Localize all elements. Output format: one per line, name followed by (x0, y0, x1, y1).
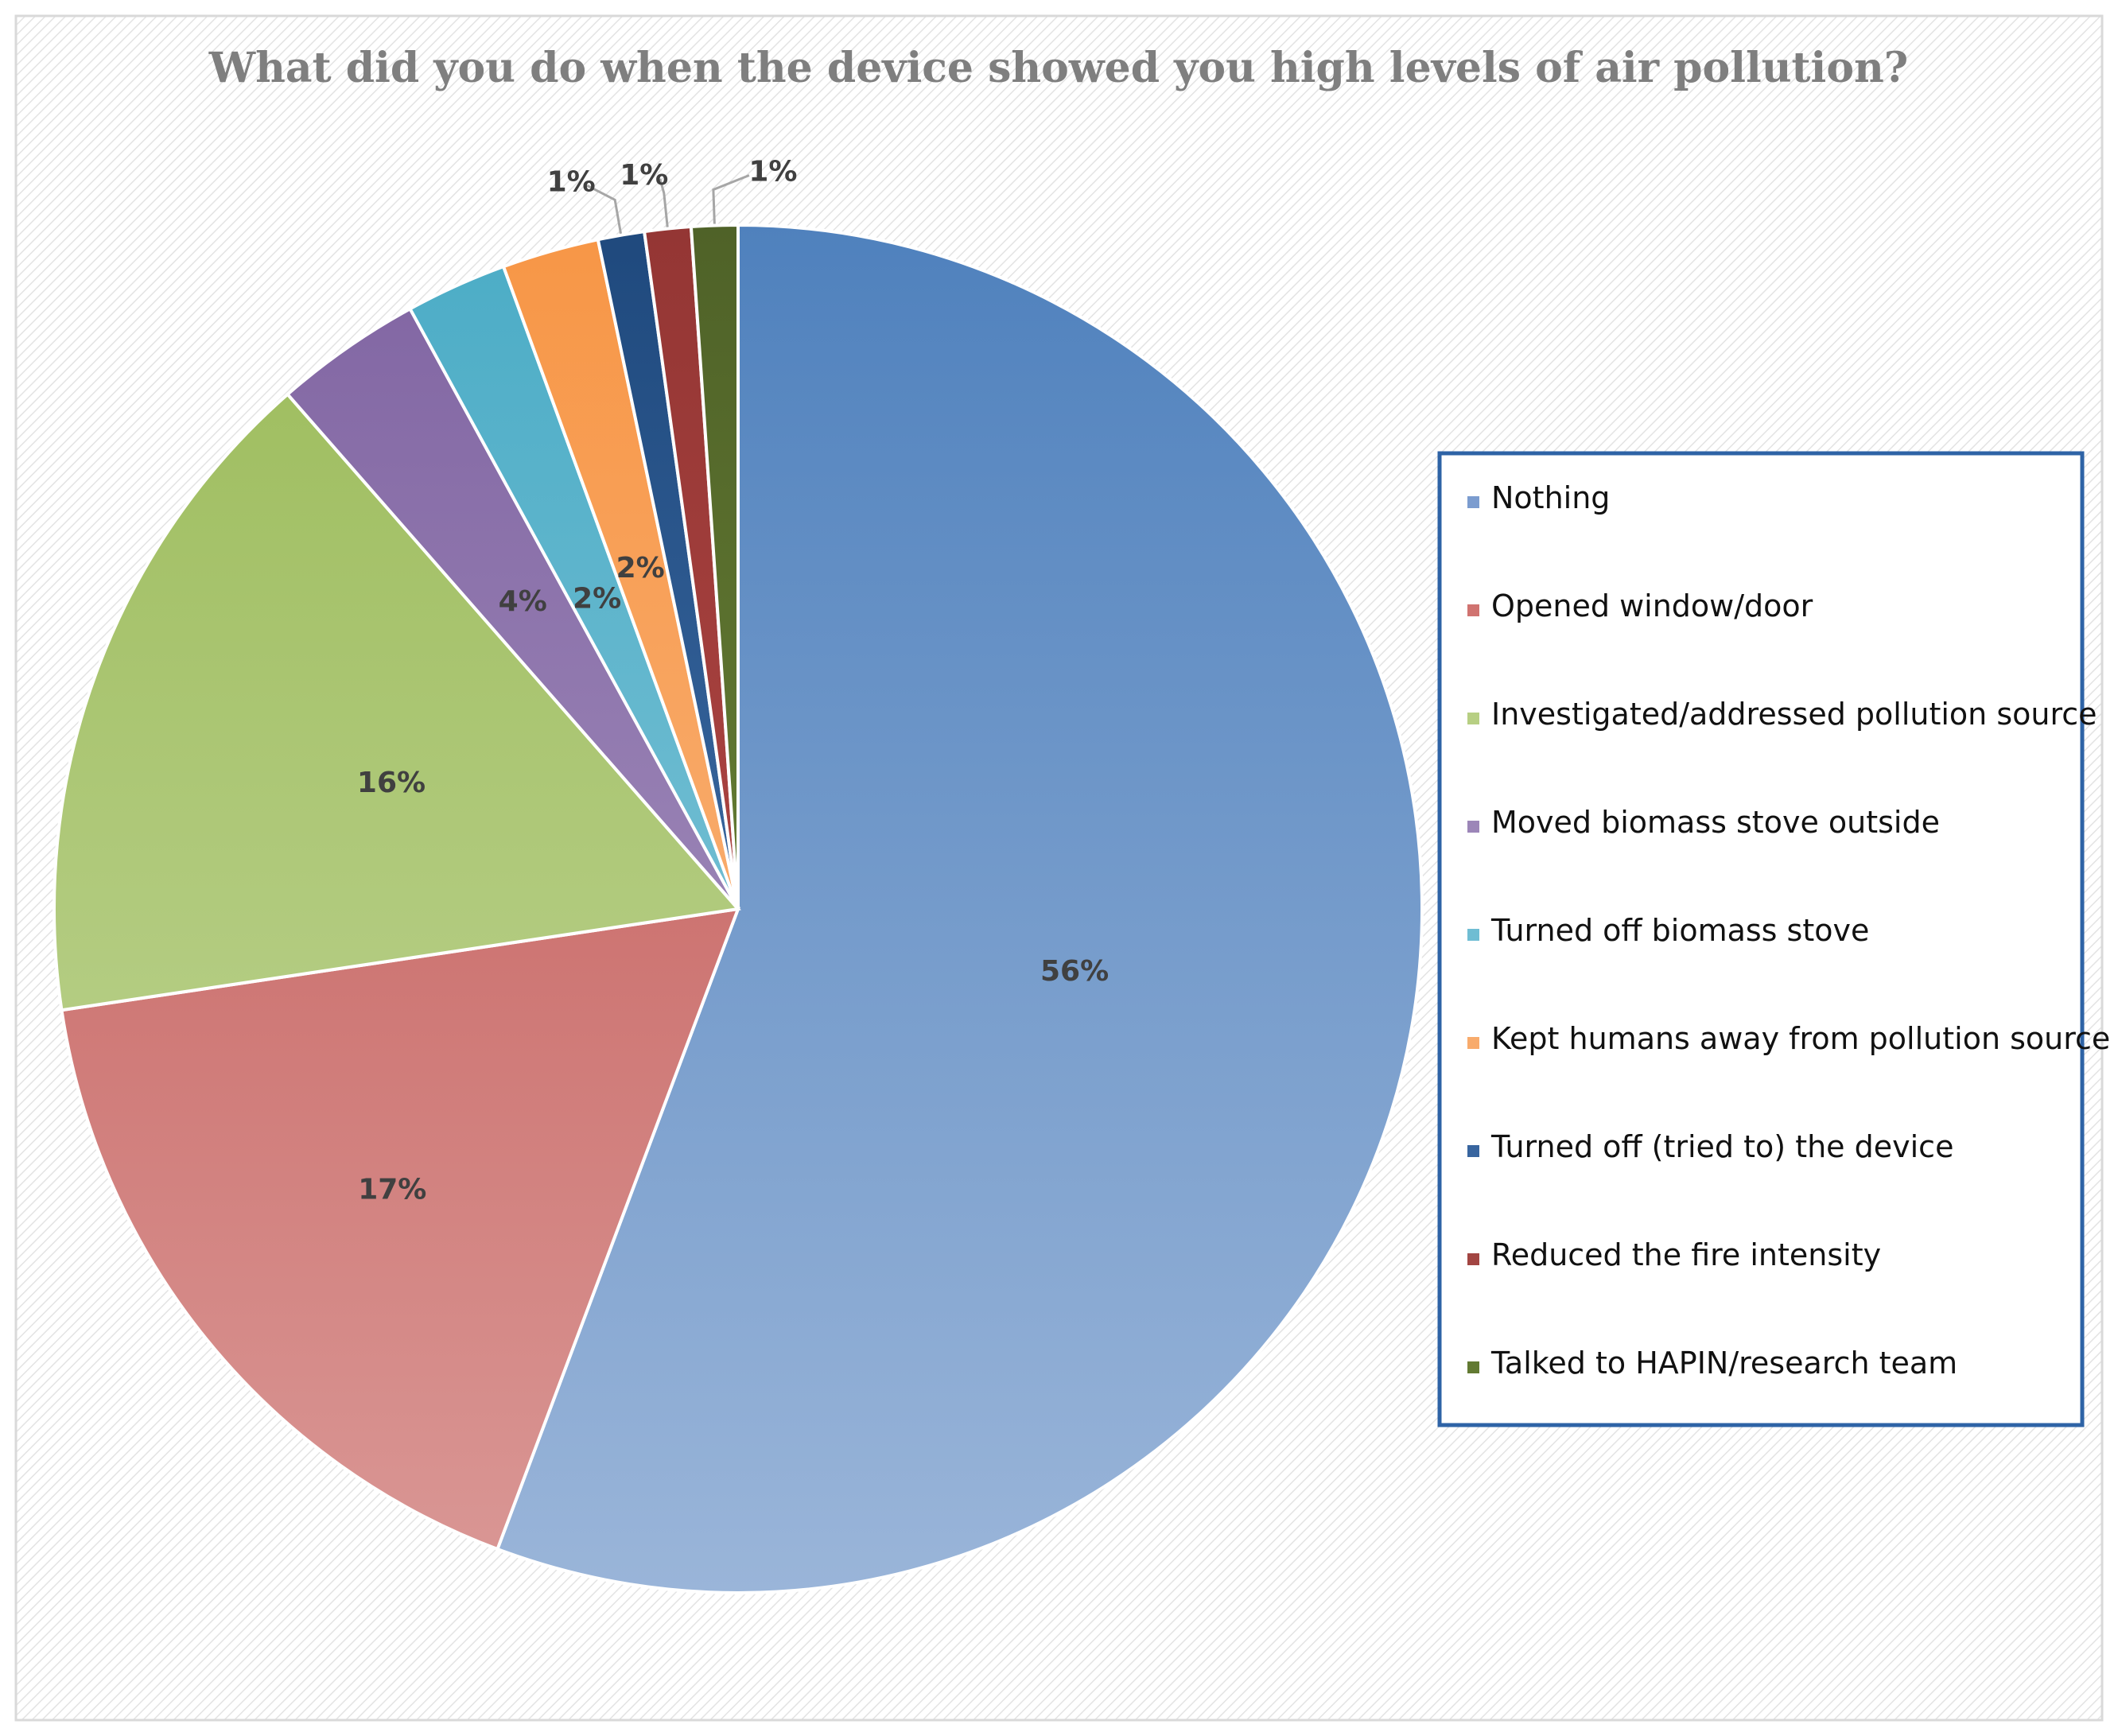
leader-line-turned-off-tried-to-the-device (586, 184, 623, 234)
leader-line-talked-to-hapin-research-team (712, 174, 750, 224)
legend-label-turned-off-tried-to-the-device: Turned off (tried to) the device (1490, 1129, 1953, 1164)
data-label-kept-humans-away-from-pollution-source: 2% (616, 552, 665, 584)
leader-lines (586, 174, 750, 234)
legend-box (1437, 451, 2085, 1427)
legend-label-kept-humans-away-from-pollution-source: Kept humans away from pollution source (1491, 1021, 2110, 1056)
slice-labels: 56% 17% 16% 4% 2%2% 1% 1% 1% (357, 156, 1109, 1206)
legend: Nothing Opened window/door Investigated/ad… (1437, 451, 2110, 1427)
data-label-talked-to-hapin-research-team: 1% (748, 156, 797, 188)
slice-opened-window-door (60, 907, 741, 1552)
legend-label-talked-to-hapin-research-team: Talked to HAPIN/research team (1490, 1346, 1957, 1381)
legend-label-opened-window-door: Opened window/door (1491, 588, 1813, 623)
chart-title: What did you do when the device showed y… (208, 44, 1909, 92)
data-label-moved-biomass-stove-outside: 4% (499, 585, 547, 618)
legend-label-investigated-addressed-pollution-source: Investigated/addressed pollution source (1491, 697, 2097, 732)
data-label-investigated-addressed-pollution-source: 16% (357, 767, 426, 799)
data-label-nothing: 56% (1040, 955, 1109, 988)
data-label-reduced-the-fire-intensity: 1% (620, 159, 668, 192)
data-label-opened-window-door: 17% (358, 1173, 426, 1206)
legend-label-nothing: Nothing (1491, 480, 1610, 515)
pie-slices (52, 223, 1424, 1594)
legend-swatch-moved-biomass-stove-outside (1467, 821, 1479, 833)
legend-label-reduced-the-fire-intensity: Reduced the fire intensity (1491, 1237, 1881, 1272)
legend-swatch-turned-off-biomass-stove (1467, 929, 1479, 941)
legend-swatch-turned-off-tried-to-the-device (1467, 1145, 1479, 1157)
legend-label-moved-biomass-stove-outside: Moved biomass stove outside (1491, 805, 1940, 840)
legend-swatch-kept-humans-away-from-pollution-source (1467, 1037, 1479, 1049)
data-label-turned-off-biomass-stove: 2% (573, 582, 621, 615)
legend-swatch-investigated-addressed-pollution-source (1467, 713, 1479, 724)
legend-swatch-opened-window-door (1467, 604, 1479, 616)
legend-label-turned-off-biomass-stove: Turned off biomass stove (1490, 913, 1869, 948)
slice-nothing (495, 223, 1424, 1594)
slice-investigated-addressed-pollution-source (52, 392, 741, 1012)
data-label-turned-off-tried-to-the-device: 1% (547, 165, 596, 198)
legend-swatch-talked-to-hapin-research-team (1467, 1361, 1479, 1373)
legend-swatch-nothing (1467, 496, 1479, 508)
leader-line-reduced-the-fire-intensity (659, 178, 669, 227)
legend-swatch-reduced-the-fire-intensity (1467, 1253, 1479, 1265)
slice-talked-to-hapin-research-team (689, 223, 740, 910)
